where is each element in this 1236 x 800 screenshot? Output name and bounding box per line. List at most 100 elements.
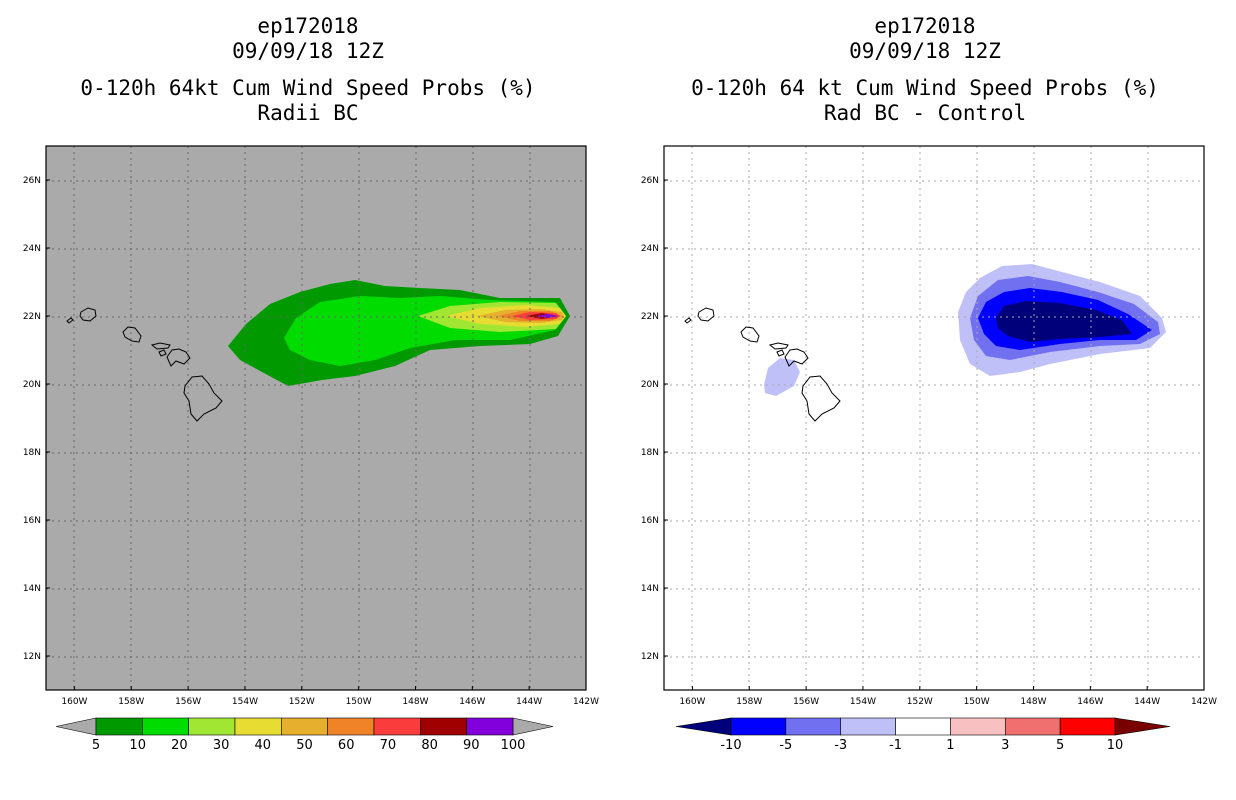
left-y-tick-label: 20N [23,380,41,390]
left-x-tick-label: 158W [118,697,144,707]
left-colorbar-swatch [142,717,189,736]
left-y-tick-label: 18N [23,448,41,458]
left-island-niihau [66,317,74,324]
left-colorbar-swatch [327,717,375,736]
left-y-tick-label: 14N [23,584,41,594]
left-map-panel: 160W 158W 156W 154W 152W 150W 148W 146W 144W 142W… [23,145,599,753]
left-x-tick-label: 146W [459,697,485,707]
right-island-oahu [740,326,760,343]
right-x-tick-label: 146W [1077,697,1103,707]
right-colorbar-label: 10 [1107,738,1124,753]
right-x-tick-label: 150W [964,697,990,707]
right-x-tick-label: 152W [907,697,933,707]
left-colorbar-label: 100 [501,738,526,753]
right-hawaii-coastlines [684,307,841,422]
right-x-tick-label: 148W [1020,697,1046,707]
left-colorbar-label: 50 [296,738,313,753]
left-colorbar-label: 80 [421,738,438,753]
right-y-tick-label: 26N [641,176,659,186]
right-colorbar-swatch [895,717,951,736]
right-y-tick-label: 20N [641,380,659,390]
right-colorbar-label: -10 [720,738,741,753]
left-y-tick-label: 12N [23,652,41,662]
right-island-hawaii [801,375,841,422]
left-panel-titles: ep172018 09/09/18 12Z 0-120h 64kt Cum Wi… [28,14,588,126]
left-title-storm: ep172018 [257,14,359,38]
left-colorbar-swatch [234,717,282,736]
left-contour-90 [536,314,558,318]
right-y-tick-label: 14N [641,584,659,594]
right-panel-titles: ep172018 09/09/18 12Z 0-120h 64 kt Cum W… [645,14,1205,126]
left-y-tick-label: 24N [23,244,41,254]
left-island-lanai [158,349,167,357]
left-colorbar-label: 70 [380,738,397,753]
left-x-tick-label: 160W [61,697,87,707]
left-colorbar-label: 60 [338,738,355,753]
right-gridlines [664,146,1204,690]
left-x-tick-label: 154W [232,697,258,707]
right-x-tick-label: 142W [1191,697,1217,707]
right-title-date: 09/09/18 12Z [849,39,1001,63]
right-colorbar-under-triangle [675,717,732,736]
right-colorbar-label: 5 [1056,738,1064,753]
right-map-panel: 160W 158W 156W 154W 152W 150W 148W 146W 144W 142W… [641,145,1217,753]
left-colorbar-swatch [373,717,421,736]
right-colorbar-swatch [785,717,842,736]
right-x-tick-label: 156W [793,697,819,707]
left-colorbar-swatch [281,717,328,736]
right-y-tick-label: 24N [641,244,659,254]
left-map-frame [45,145,587,691]
left-axis-ticks: 160W 158W 156W 154W 152W 150W 148W 146W 144W 142W… [23,176,599,707]
left-colorbar-label: 90 [463,738,480,753]
right-axis-ticks: 160W 158W 156W 154W 152W 150W 148W 146W 144W 142W… [641,176,1217,707]
left-colorbar-swatch [95,717,143,736]
left-map-background [46,146,586,690]
left-x-tick-label: 152W [289,697,315,707]
left-colorbar-label: 20 [171,738,188,753]
right-colorbar-over-triangle [1114,717,1171,736]
left-island-maui [166,348,191,367]
left-island-kauai [79,307,97,322]
right-colorbar-label: -1 [889,738,902,753]
left-title-date: 09/09/18 12Z [232,39,384,63]
right-colorbar-swatch [1059,717,1116,736]
right-island-maui [784,348,809,367]
left-x-tick-label: 156W [175,697,201,707]
right-y-tick-label: 22N [641,312,659,322]
left-x-tick-label: 148W [402,697,428,707]
left-subtitle-variant: Radii BC [257,101,359,125]
left-island-hawaii [183,375,223,422]
right-colorbar-swatch [950,717,1006,736]
left-colorbar-over-triangle [512,717,554,736]
right-colorbar-label: 3 [1001,738,1009,753]
right-colorbar-swatch [840,717,896,736]
right-island-kauai [697,307,715,322]
right-map-background [664,146,1204,690]
right-subtitle-variant: Rad BC - Control [823,101,1027,125]
right-colorbar-label: -5 [779,738,792,753]
right-colorbar-swatch [730,717,787,736]
right-island-niihau [684,317,692,324]
left-colorbar-label: 40 [255,738,272,753]
right-colorbar-label: -3 [834,738,847,753]
right-title-storm: ep172018 [874,14,976,38]
right-y-tick-label: 12N [641,652,659,662]
left-probability-field [46,146,586,690]
left-x-tick-label: 150W [346,697,372,707]
left-colorbar-swatch [466,717,514,736]
right-y-tick-label: 16N [641,516,659,526]
left-colorbar-label: 5 [92,738,100,753]
left-colorbar-swatch [188,717,236,736]
left-colorbar-under-triangle [55,717,97,736]
right-map-frame [663,145,1205,691]
left-colorbar-label: 10 [129,738,146,753]
right-x-tick-label: 158W [736,697,762,707]
right-colorbar-label: 1 [946,738,954,753]
right-colorbar: -10 -5 -3 -1 1 3 5 10 [675,717,1171,753]
left-y-tick-label: 22N [23,312,41,322]
right-contour-minus1-west [764,358,800,396]
left-y-tick-label: 16N [23,516,41,526]
right-x-tick-label: 160W [679,697,705,707]
right-island-molokai [768,342,789,350]
